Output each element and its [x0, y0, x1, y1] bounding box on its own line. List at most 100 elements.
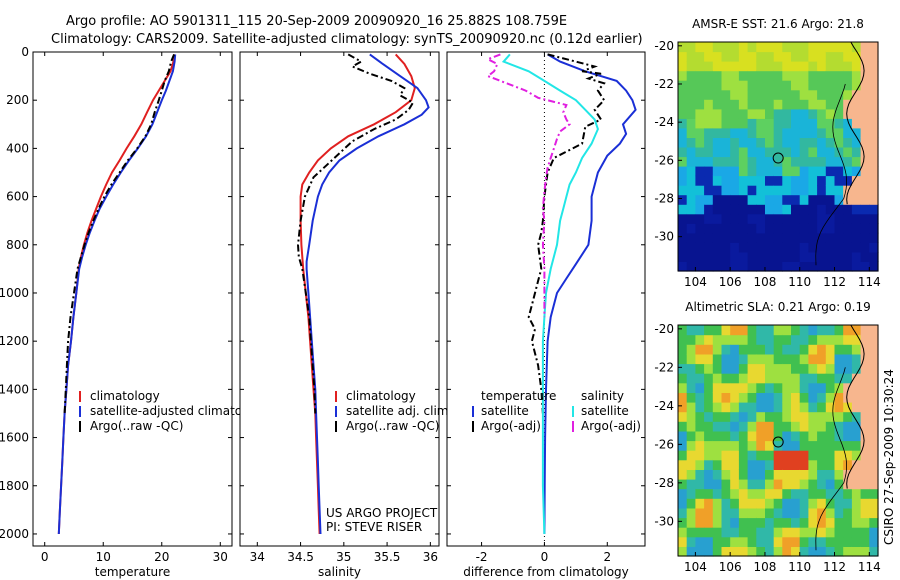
map-cell: [695, 421, 705, 432]
map-cell: [808, 137, 818, 148]
map-cell: [738, 440, 749, 451]
map-cell: [860, 99, 870, 110]
map-cell: [860, 517, 870, 528]
map-cell: [686, 108, 696, 119]
map-cell: [782, 450, 792, 461]
map-cell: [704, 204, 714, 215]
map-cell: [695, 373, 705, 384]
map-cell: [851, 382, 862, 393]
map-cell: [756, 536, 766, 547]
map-cell: [712, 517, 723, 528]
map-cell: [817, 421, 827, 432]
map-title: AMSR-E SST: 21.6 Argo: 21.8: [692, 17, 864, 31]
map-cell: [808, 325, 818, 336]
map-cell: [782, 353, 792, 365]
map-cell: [799, 118, 809, 129]
map-cell: [817, 175, 827, 186]
map-cell: [765, 507, 775, 519]
map-cell: [773, 382, 783, 393]
map-cell: [808, 194, 818, 205]
map-cell: [738, 166, 749, 177]
map-cell: [869, 363, 879, 374]
map-cell: [851, 232, 862, 243]
map-cell: [799, 223, 809, 234]
map-cell: [773, 80, 783, 91]
map-cell: [860, 469, 870, 480]
map-cell: [730, 344, 740, 355]
map-cell: [860, 430, 870, 442]
map-cell: [712, 440, 723, 451]
map-cell: [712, 382, 723, 393]
map-cell: [704, 223, 714, 234]
map-cell: [782, 479, 792, 490]
map-cell: [721, 459, 731, 470]
map-cell: [843, 546, 853, 557]
map-cell: [756, 80, 766, 91]
map-cell: [851, 99, 862, 110]
map-cell: [825, 353, 836, 365]
map-cell: [747, 527, 757, 538]
map-cell: [721, 334, 731, 345]
map-cell: [712, 334, 723, 345]
map-cell: [834, 469, 844, 480]
y-tick-label: 1200: [0, 334, 29, 348]
map-cell: [695, 546, 705, 557]
map-cell: [686, 51, 696, 62]
map-cell: [869, 251, 879, 262]
map-cell: [686, 185, 696, 196]
map-cell: [782, 175, 792, 186]
map-cell: [791, 546, 801, 557]
map-cell: [791, 392, 801, 403]
map-cell: [765, 459, 775, 470]
map-cell: [834, 213, 844, 224]
map-cell: [851, 175, 862, 186]
map-cell: [678, 156, 688, 167]
map-cell: [773, 430, 783, 442]
map-cell: [782, 61, 792, 72]
map-cell: [721, 344, 731, 355]
map-cell: [712, 127, 723, 138]
map-cell: [860, 527, 870, 538]
map-cell: [843, 147, 853, 158]
map-cell: [765, 223, 775, 234]
map-cell: [869, 459, 879, 470]
map-cell: [678, 430, 688, 442]
map-cell: [851, 251, 862, 262]
map-cell: [817, 223, 827, 234]
map-cell: [695, 194, 705, 205]
map-cell: [808, 156, 818, 167]
map-cell: [773, 147, 783, 158]
map-cell: [843, 166, 853, 177]
map-cell: [738, 127, 749, 138]
map-cell: [869, 80, 879, 91]
map-cell: [765, 411, 775, 422]
map-cell: [712, 204, 723, 215]
map-cell: [730, 527, 740, 538]
map-cell: [791, 51, 801, 62]
map-cell: [773, 344, 783, 355]
map-cell: [730, 99, 740, 110]
map-cell: [712, 232, 723, 243]
map-cell: [747, 536, 757, 547]
map-cell: [773, 51, 783, 62]
map-cell: [851, 536, 862, 547]
map-cell: [808, 382, 818, 393]
map-cell: [738, 344, 749, 355]
map-cell: [817, 194, 827, 205]
map-cell: [834, 251, 844, 262]
map-cell: [817, 546, 827, 557]
map-cell: [678, 382, 688, 393]
map-cell: [817, 440, 827, 451]
map-cell: [791, 402, 801, 413]
map-cell: [721, 469, 731, 480]
map-cell: [738, 61, 749, 72]
y-tick-label: -24: [654, 399, 674, 413]
map-cell: [773, 421, 783, 432]
map-cell: [782, 108, 792, 119]
map-cell: [791, 127, 801, 138]
map-cell: [747, 469, 757, 480]
map-cell: [756, 353, 766, 365]
map-cell: [730, 166, 740, 177]
map-cell: [869, 156, 879, 167]
map-cell: [686, 527, 696, 538]
